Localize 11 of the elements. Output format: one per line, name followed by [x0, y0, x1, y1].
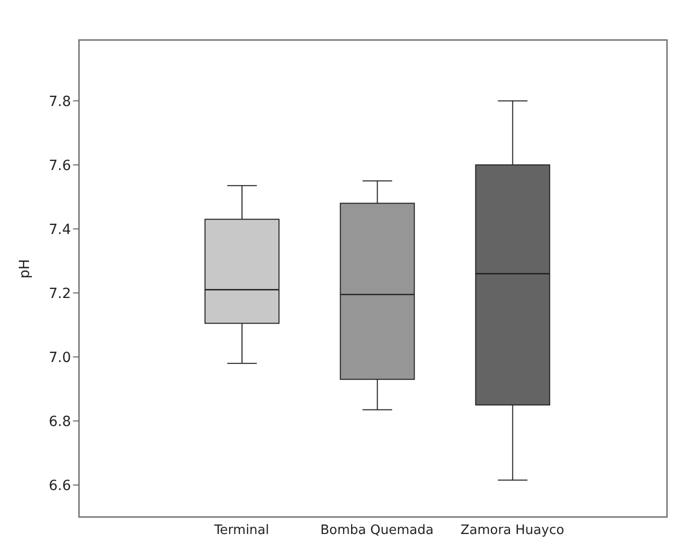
y-axis-title: pH [16, 259, 33, 278]
y-tick-label: 7.6 [48, 158, 72, 174]
y-tick-label: 7.4 [48, 222, 72, 238]
x-tick-label: Zamora Huayco [460, 523, 564, 538]
y-tick-label: 6.6 [48, 478, 72, 494]
y-tick-label: 7.8 [48, 94, 71, 110]
x-tick-label: Bomba Quemada [320, 523, 434, 538]
y-tick-label: 7.0 [48, 350, 71, 366]
x-tick-label: Terminal [213, 523, 270, 538]
y-tick-label: 6.8 [48, 414, 71, 430]
y-tick-label: 7.2 [48, 286, 71, 302]
